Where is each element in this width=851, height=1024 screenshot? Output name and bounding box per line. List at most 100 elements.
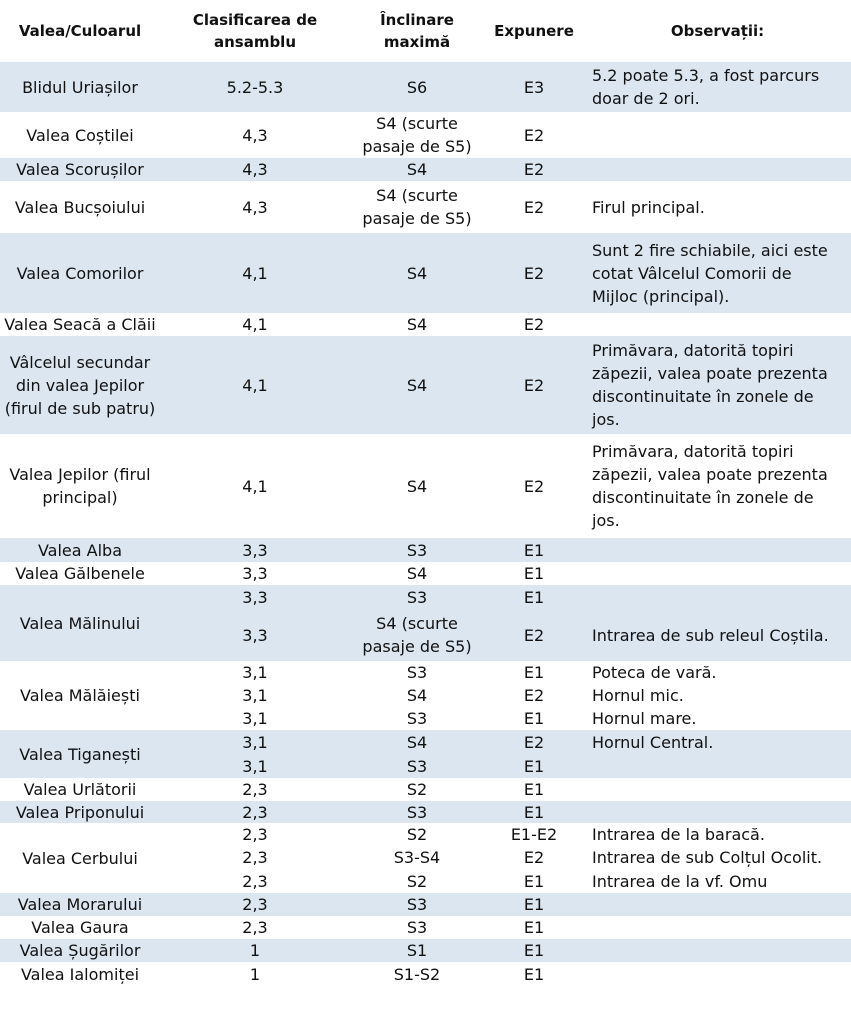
- notes-cell: Firul principal.: [584, 181, 851, 233]
- notes-cell: Primăvara, datorită topiri zăpezii, vale…: [584, 434, 851, 538]
- valley-name-cell: Valea Priponului: [15, 802, 145, 822]
- incline-cell: S4: [350, 730, 484, 755]
- valley-name-cell: Vâlcelul secundar din valea Jepilor (fir…: [4, 352, 156, 418]
- notes-cell: [584, 538, 851, 562]
- incline-cell-text: S3-S4: [393, 848, 441, 867]
- incline-cell-text: S3: [406, 918, 428, 937]
- grade-cell: 4,1: [160, 336, 350, 434]
- incline-cell-text: S3: [406, 802, 428, 822]
- incline-cell-text: S2: [406, 780, 428, 799]
- incline-cell-text: S6: [406, 77, 428, 97]
- exposure-cell-text: E1: [523, 918, 545, 937]
- table-group: Valea Mălăiești 3,1 S3 E1 Poteca de vară. 3,1…: [0, 661, 851, 730]
- grade-cell: 3,3: [160, 538, 350, 562]
- exposure-cell-text: E1: [523, 663, 545, 682]
- exposure-cell: E2: [484, 112, 584, 158]
- incline-cell-text: S3: [406, 895, 428, 914]
- incline-cell: S4: [350, 313, 484, 336]
- exposure-cell-text: E2: [523, 733, 545, 752]
- grade-cell-text: 3,3: [242, 540, 268, 560]
- incline-cell: S2: [350, 823, 484, 846]
- incline-cell-text: S3: [406, 540, 428, 560]
- exposure-cell-text: E1: [523, 540, 545, 560]
- grade-cell: 3,3: [160, 562, 350, 585]
- incline-cell-text: S1: [406, 941, 428, 960]
- grade-cell-text: 4,3: [242, 125, 268, 145]
- notes-cell: [584, 778, 851, 801]
- incline-cell-text: S3: [406, 663, 428, 682]
- grade-cell: 2,3: [160, 916, 350, 939]
- grade-cell-text: 3,3: [242, 587, 268, 607]
- grade-cell-text: 3,3: [242, 625, 268, 645]
- notes-cell: Intrarea de sub Colțul Ocolit.: [584, 846, 851, 869]
- exposure-cell-text: E2: [523, 315, 545, 334]
- valley-name-cell: Valea Cerbului: [22, 848, 138, 868]
- valley-name-cell: Valea Morarului: [17, 895, 143, 914]
- incline-cell-text: S2: [406, 871, 428, 891]
- grade-cell-text: 1: [249, 941, 261, 960]
- exposure-cell: E1: [484, 707, 584, 730]
- incline-cell: S4: [350, 562, 484, 585]
- notes-cell-text: Sunt 2 fire schiabile, aici este cotat V…: [592, 240, 828, 306]
- exposure-cell: E1: [484, 939, 584, 962]
- grade-cell: 3,3: [160, 585, 350, 609]
- notes-cell-text: 5.2 poate 5.3, a fost parcurs doar de 2 …: [592, 66, 820, 108]
- grade-cell: 1: [160, 939, 350, 962]
- table-group: Blidul Uriașilor 5.2-5.3 S6 E3 5.2 poate 5.3…: [0, 62, 851, 112]
- incline-cell: S1: [350, 939, 484, 962]
- exposure-cell-text: E1: [523, 780, 545, 799]
- exposure-cell-text: E1-E2: [510, 825, 558, 844]
- notes-cell: [584, 939, 851, 962]
- grade-cell-text: 2,3: [242, 780, 268, 799]
- notes-cell-text: Hornul mic.: [592, 686, 684, 705]
- grade-cell-text: 3,1: [242, 686, 268, 705]
- grade-cell-text: 4,3: [242, 197, 268, 217]
- grade-cell-text: 3,1: [242, 663, 268, 682]
- grade-cell-text: 5.2-5.3: [226, 77, 284, 97]
- table-group: Valea Cerbului 2,3 S2 E1-E2 Intrarea de la b…: [0, 823, 851, 893]
- grade-cell: 3,1: [160, 661, 350, 684]
- grade-cell-text: 3,1: [242, 733, 268, 752]
- notes-cell: [584, 893, 851, 916]
- exposure-cell: E1: [484, 755, 584, 778]
- table-group: Valea Jepilor (firul principal) 4,1 S4 E2 Pr…: [0, 434, 851, 538]
- exposure-cell-text: E1: [523, 964, 545, 984]
- grade-cell: 2,3: [160, 893, 350, 916]
- exposure-cell-text: E1: [523, 941, 545, 960]
- grade-cell: 4,3: [160, 158, 350, 181]
- header-incline: Înclinare maximă: [380, 11, 454, 51]
- incline-cell: S3: [350, 801, 484, 823]
- table-header: Valea/Culoarul Clasificarea de ansamblu …: [0, 0, 851, 62]
- notes-cell: [584, 755, 851, 778]
- incline-cell-text: S4: [406, 315, 428, 334]
- grade-cell: 4,1: [160, 434, 350, 538]
- valley-name-cell: Valea Șugărilor: [19, 941, 141, 960]
- valley-name-cell: Valea Tiganești: [19, 744, 141, 764]
- grade-cell-text: 2,3: [242, 848, 268, 867]
- incline-cell-text: S4 (scurte pasaje de S5): [362, 186, 472, 228]
- exposure-cell-text: E2: [523, 263, 545, 283]
- grade-cell-text: 3,1: [242, 757, 268, 776]
- notes-cell-text: Intrarea de la baracă.: [592, 825, 765, 844]
- exposure-cell-text: E2: [523, 375, 545, 395]
- incline-cell: S2: [350, 778, 484, 801]
- grade-cell-text: 4,1: [242, 315, 268, 334]
- exposure-cell-text: E1: [523, 587, 545, 607]
- exposure-cell: E2: [484, 846, 584, 869]
- notes-cell-text: Intrarea de sub releul Coștila.: [592, 625, 829, 645]
- valley-name-cell: Valea Coștilei: [26, 125, 134, 145]
- incline-cell-text: S4: [406, 263, 428, 283]
- exposure-cell: E2: [484, 336, 584, 434]
- exposure-cell-text: E2: [523, 848, 545, 867]
- notes-cell: [584, 313, 851, 336]
- grade-cell-text: 4,1: [242, 375, 268, 395]
- exposure-cell-text: E1: [523, 564, 545, 583]
- incline-cell: S3: [350, 707, 484, 730]
- incline-cell: S3: [350, 585, 484, 609]
- table-group: Valea Bucșoiului 4,3 S4 (scurte pasaje de …: [0, 181, 851, 233]
- exposure-cell-text: E2: [523, 686, 545, 705]
- table-group: Vâlcelul secundar din valea Jepilor (fir…: [0, 336, 851, 434]
- exposure-cell-text: E3: [523, 77, 545, 97]
- exposure-cell: E1: [484, 585, 584, 609]
- grade-cell-text: 3,3: [242, 564, 268, 583]
